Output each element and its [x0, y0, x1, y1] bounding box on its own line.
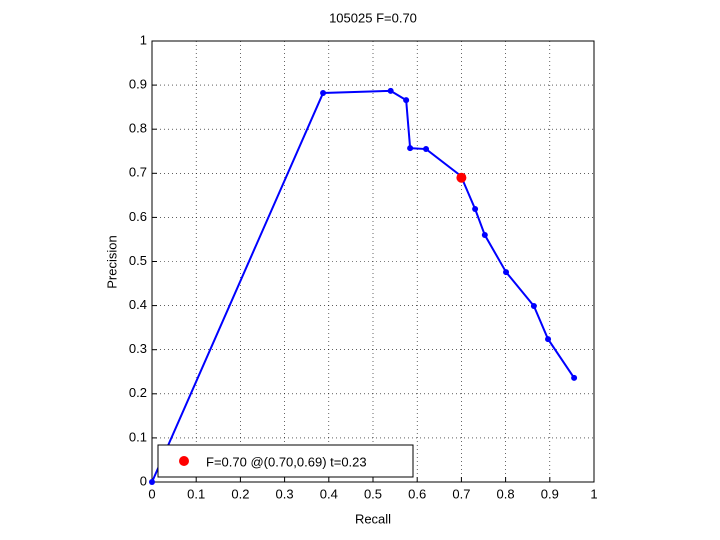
- data-point: [149, 479, 155, 485]
- y-tick-label: 0.7: [129, 165, 147, 180]
- x-tick-label: 0.1: [187, 486, 205, 501]
- chart-title: 105025 F=0.70: [329, 10, 417, 25]
- x-tick-label: 0.3: [276, 486, 294, 501]
- data-point: [320, 90, 327, 97]
- y-tick-label: 1: [140, 32, 147, 47]
- data-point: [472, 206, 479, 213]
- x-tick-label: 0.9: [541, 486, 559, 501]
- data-point: [387, 87, 394, 94]
- x-tick-label: 0.8: [497, 486, 515, 501]
- y-tick-label: 0.8: [129, 121, 147, 136]
- x-tick-label: 0.6: [408, 486, 426, 501]
- data-point: [503, 269, 510, 276]
- data-point: [456, 172, 467, 183]
- data-point: [423, 146, 430, 153]
- y-axis-label: Precision: [104, 235, 119, 288]
- y-tick-label: 0.3: [129, 341, 147, 356]
- data-point: [545, 336, 552, 343]
- y-tick-label: 0.2: [129, 385, 147, 400]
- x-tick-label: 1: [590, 486, 597, 501]
- data-point: [403, 97, 410, 104]
- data-point: [407, 145, 414, 152]
- y-tick-label: 0.6: [129, 209, 147, 224]
- x-tick-label: 0.4: [320, 486, 338, 501]
- x-axis-label: Recall: [355, 511, 391, 526]
- y-tick-label: 0.5: [129, 253, 147, 268]
- data-point: [571, 374, 578, 381]
- y-tick-label: 0.9: [129, 77, 147, 92]
- data-point: [530, 303, 537, 310]
- legend-marker: [179, 456, 189, 466]
- y-tick-label: 0: [140, 473, 147, 488]
- y-tick-label: 0.1: [129, 429, 147, 444]
- legend-box: [157, 444, 414, 478]
- data-point: [481, 232, 488, 239]
- x-tick-label: 0: [148, 486, 155, 501]
- x-tick-label: 0.2: [231, 486, 249, 501]
- y-tick-label: 0.4: [129, 297, 147, 312]
- legend-label: F=0.70 @(0.70,0.69) t=0.23: [206, 454, 367, 469]
- x-tick-label: 0.7: [452, 486, 470, 501]
- x-tick-label: 0.5: [364, 486, 382, 501]
